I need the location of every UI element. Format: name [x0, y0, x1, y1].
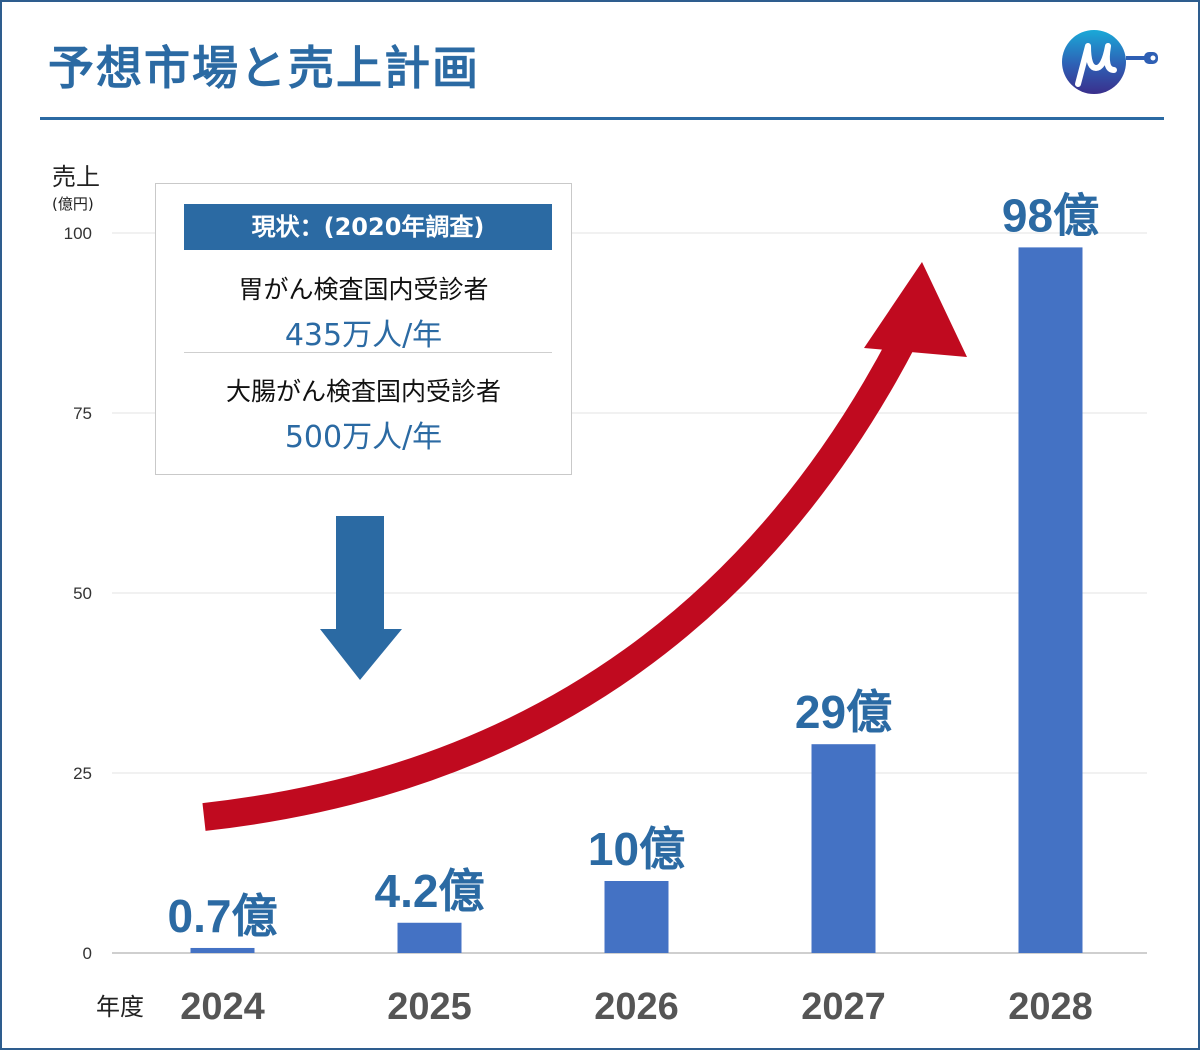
y-tick-label: 100: [64, 224, 92, 243]
x-tick-label-2027: 2027: [801, 986, 886, 1028]
bar-2026: [604, 881, 669, 953]
y-axis-label: 売上: [52, 163, 100, 191]
y-tick-label: 75: [73, 404, 92, 423]
status-item-value: 500万人/年: [284, 420, 443, 455]
bar-2028: [1018, 247, 1083, 953]
status-divider: [184, 352, 552, 353]
y-tick-label: 0: [83, 944, 92, 963]
y-tick-label: 25: [73, 764, 92, 783]
x-tick-label-2028: 2028: [1008, 986, 1093, 1028]
status-item-value: 435万人/年: [284, 318, 443, 353]
bar-2027: [811, 744, 876, 953]
x-axis-label: 年度: [96, 993, 144, 1021]
x-tick-label-2026: 2026: [594, 986, 679, 1028]
status-item-label: 大腸がん検査国内受診者: [225, 377, 501, 406]
x-tick-labels: 2024 2025 2026 2027 2028: [180, 986, 1093, 1028]
x-tick-label-2025: 2025: [387, 986, 472, 1028]
company-logo-icon: [1062, 30, 1158, 94]
data-label-2024: 0.7億: [168, 890, 278, 942]
down-arrow-icon: [320, 516, 402, 680]
y-tick-labels: 0 25 50 75 100: [64, 224, 92, 963]
title-underline: [40, 117, 1164, 120]
bar-2024: [190, 947, 255, 953]
data-label-2027: 29億: [795, 686, 892, 738]
data-label-2026: 10億: [588, 823, 685, 875]
y-axis-unit: (億円): [52, 195, 94, 213]
arrows: [202, 262, 967, 831]
bars: [190, 247, 1083, 953]
current-status-box: 現状：(2020年調査) 胃がん検査国内受診者 435万人/年 大腸がん検査国内…: [155, 183, 572, 475]
data-labels: 0.7億 4.2億 10億 29億 98億: [168, 189, 1100, 942]
status-item-label: 胃がん検査国内受診者: [238, 275, 489, 304]
growth-arrowhead-icon: [864, 262, 967, 357]
bar-2025: [397, 922, 462, 953]
x-tick-label-2024: 2024: [180, 986, 265, 1028]
status-item-stomach: 胃がん検査国内受診者 435万人/年: [156, 270, 571, 354]
page-title: 予想市場と売上計画: [48, 41, 480, 95]
status-item-colon: 大腸がん検査国内受診者 500万人/年: [156, 372, 571, 456]
data-label-2028: 98億: [1002, 189, 1099, 241]
growth-arrow-icon: [202, 295, 935, 831]
status-heading: 現状：(2020年調査): [184, 204, 552, 250]
y-tick-label: 50: [73, 584, 92, 603]
data-label-2025: 4.2億: [375, 865, 485, 917]
